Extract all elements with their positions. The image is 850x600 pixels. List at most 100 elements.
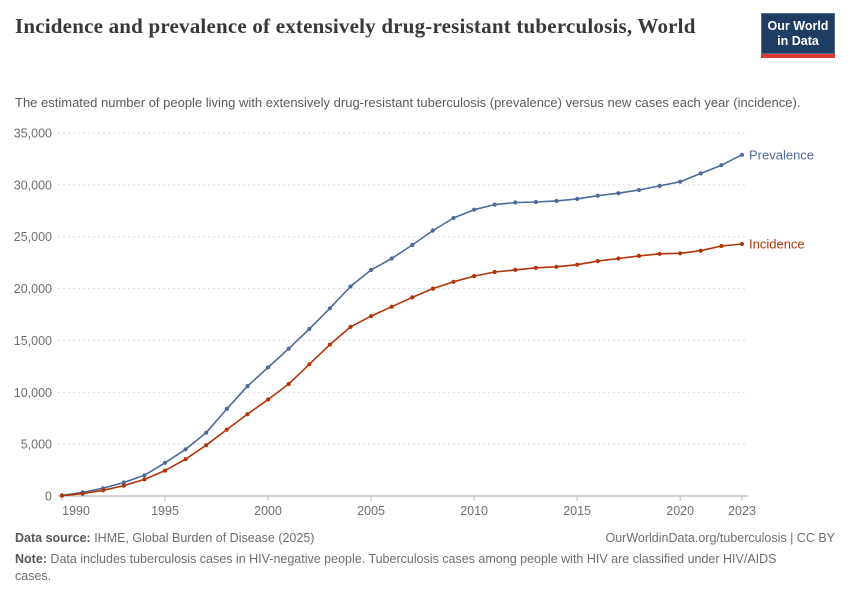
data-point[interactable] bbox=[121, 480, 126, 485]
owid-logo-box: Our World in Data bbox=[761, 13, 835, 54]
data-point[interactable] bbox=[533, 199, 539, 205]
data-point[interactable] bbox=[80, 491, 85, 496]
x-tick-label: 2000 bbox=[254, 504, 282, 518]
data-point[interactable] bbox=[616, 256, 621, 261]
data-point[interactable] bbox=[595, 193, 600, 198]
data-point[interactable] bbox=[327, 342, 332, 347]
data-point[interactable] bbox=[369, 267, 374, 272]
license-link[interactable]: OurWorldinData.org/tuberculosis | CC BY bbox=[605, 531, 836, 545]
series-line-prevalence[interactable] bbox=[61, 154, 743, 497]
chart-subtitle: The estimated number of people living wi… bbox=[15, 95, 801, 110]
data-point[interactable] bbox=[162, 468, 168, 473]
data-point[interactable] bbox=[616, 191, 621, 196]
data-point[interactable] bbox=[451, 215, 456, 221]
data-point[interactable] bbox=[739, 241, 745, 247]
data-point[interactable] bbox=[183, 457, 188, 462]
data-point[interactable] bbox=[389, 304, 394, 309]
data-point[interactable] bbox=[492, 269, 497, 275]
data-point[interactable] bbox=[121, 483, 126, 488]
owid-logo[interactable]: Our World in Data bbox=[761, 13, 835, 58]
data-point[interactable] bbox=[719, 243, 724, 249]
x-tick-label: 2023 bbox=[728, 504, 756, 518]
series-line-incidence[interactable] bbox=[61, 243, 743, 497]
data-point[interactable] bbox=[636, 187, 642, 193]
data-point[interactable] bbox=[739, 152, 745, 157]
data-source-label: Data source: bbox=[15, 531, 91, 545]
data-point[interactable] bbox=[59, 493, 65, 498]
y-tick-label: 35,000 bbox=[14, 127, 52, 141]
data-point[interactable] bbox=[245, 412, 250, 417]
data-point[interactable] bbox=[430, 228, 435, 233]
y-tick-label: 30,000 bbox=[14, 178, 52, 192]
data-point[interactable] bbox=[142, 477, 147, 482]
data-point[interactable] bbox=[554, 264, 559, 269]
data-point[interactable] bbox=[575, 196, 580, 201]
y-tick-label: 20,000 bbox=[14, 282, 52, 296]
data-point[interactable] bbox=[348, 324, 353, 329]
data-point[interactable] bbox=[266, 365, 271, 370]
series-prevalence[interactable]: Prevalence bbox=[59, 147, 814, 498]
footer-row: Data source: IHME, Global Burden of Dise… bbox=[15, 531, 835, 545]
data-point[interactable] bbox=[204, 443, 209, 448]
data-point[interactable] bbox=[266, 397, 271, 402]
data-point[interactable] bbox=[472, 274, 477, 279]
data-point[interactable] bbox=[410, 242, 415, 248]
data-point[interactable] bbox=[678, 251, 683, 256]
footnote-label: Note: bbox=[15, 552, 47, 566]
y-tick-label: 0 bbox=[45, 490, 52, 504]
data-point[interactable] bbox=[533, 265, 539, 270]
data-point[interactable] bbox=[698, 171, 703, 176]
y-tick-label: 10,000 bbox=[14, 386, 52, 400]
data-point[interactable] bbox=[719, 163, 724, 168]
series-label-prevalence[interactable]: Prevalence bbox=[749, 147, 814, 162]
data-point[interactable] bbox=[698, 248, 703, 253]
data-source-value: IHME, Global Burden of Disease (2025) bbox=[90, 531, 315, 545]
data-point[interactable] bbox=[348, 284, 353, 289]
data-point[interactable] bbox=[492, 202, 497, 207]
data-point[interactable] bbox=[678, 179, 683, 184]
x-tick-label: 2020 bbox=[666, 504, 694, 518]
data-point[interactable] bbox=[472, 207, 477, 212]
data-point[interactable] bbox=[451, 279, 456, 284]
data-point[interactable] bbox=[554, 198, 559, 203]
data-point[interactable] bbox=[430, 286, 435, 291]
data-point[interactable] bbox=[183, 447, 188, 452]
y-tick-label: 15,000 bbox=[14, 334, 52, 348]
series-incidence[interactable]: Incidence bbox=[59, 237, 805, 498]
footnote-text: Data includes tuberculosis cases in HIV-… bbox=[15, 552, 777, 583]
data-point[interactable] bbox=[595, 259, 600, 264]
series-label-incidence[interactable]: Incidence bbox=[749, 237, 805, 252]
x-tick-label: 2015 bbox=[563, 504, 591, 518]
data-point[interactable] bbox=[204, 430, 209, 435]
y-tick-label: 5,000 bbox=[21, 438, 52, 452]
data-point[interactable] bbox=[286, 381, 291, 387]
data-point[interactable] bbox=[513, 267, 518, 272]
data-point[interactable] bbox=[101, 488, 106, 493]
data-point[interactable] bbox=[245, 384, 250, 389]
y-tick-label: 25,000 bbox=[14, 230, 52, 244]
data-point[interactable] bbox=[389, 256, 394, 261]
x-tick-label: 2005 bbox=[357, 504, 385, 518]
data-point[interactable] bbox=[513, 200, 518, 205]
owid-logo-red-bar bbox=[761, 54, 835, 58]
data-point[interactable] bbox=[327, 306, 332, 311]
owid-logo-line1: Our World bbox=[767, 18, 829, 33]
data-point[interactable] bbox=[224, 427, 229, 432]
data-point[interactable] bbox=[162, 460, 168, 465]
data-point[interactable] bbox=[369, 314, 374, 319]
data-point[interactable] bbox=[142, 473, 147, 478]
x-tick-label: 1995 bbox=[151, 504, 179, 518]
data-point[interactable] bbox=[307, 326, 312, 332]
data-point[interactable] bbox=[657, 183, 662, 188]
footnote: Note: Data includes tuberculosis cases i… bbox=[15, 551, 807, 585]
data-point[interactable] bbox=[224, 406, 229, 411]
x-tick-label: 2010 bbox=[460, 504, 488, 518]
data-point[interactable] bbox=[575, 262, 580, 267]
data-point[interactable] bbox=[636, 253, 642, 258]
data-point[interactable] bbox=[657, 251, 662, 256]
data-point[interactable] bbox=[307, 362, 312, 367]
data-point[interactable] bbox=[286, 346, 291, 351]
data-point[interactable] bbox=[410, 295, 415, 300]
